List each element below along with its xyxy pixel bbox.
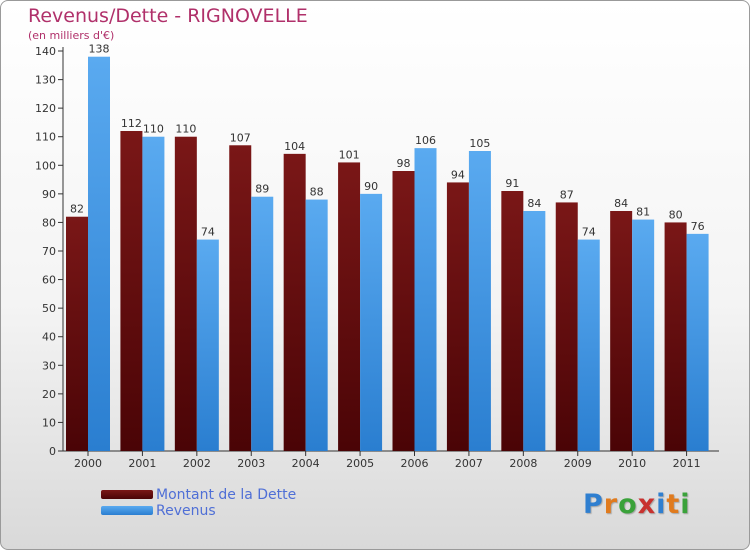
- data-label-dette-2001: 112: [121, 117, 142, 130]
- x-tick-label-2003: 2003: [237, 457, 265, 470]
- logo-letter: P: [583, 489, 604, 520]
- data-label-dette-2011: 80: [669, 208, 683, 221]
- y-tick-label: 120: [35, 102, 56, 115]
- logo-letter: i: [656, 489, 667, 520]
- bar-revenus-2010: [632, 219, 655, 451]
- y-tick-label: 140: [35, 45, 56, 58]
- data-label-dette-2005: 101: [339, 148, 360, 161]
- legend-swatch-revenus: [101, 506, 153, 515]
- logo-letter: i: [680, 489, 691, 520]
- bars: [66, 56, 709, 452]
- y-tick-label: 80: [42, 216, 56, 229]
- data-label-revenus-2008: 84: [527, 197, 541, 210]
- proxiti-logo: Proxiti: [583, 489, 691, 520]
- logo-letter: r: [603, 489, 619, 520]
- bar-revenus-2000: [88, 56, 110, 451]
- y-tick-label: 70: [42, 245, 56, 258]
- bar-revenus-2006: [414, 148, 437, 451]
- axes: 0 10 20 30 40 50 60 70 80 90 100 110 120 130 140 2000 20…: [35, 45, 719, 470]
- y-tick-label: 100: [35, 159, 56, 172]
- legend-label-dette: Montant de la Dette: [156, 487, 297, 503]
- bar-revenus-2003: [251, 196, 274, 451]
- data-label-dette-2007: 94: [451, 168, 465, 181]
- bar-dette-2008: [501, 191, 524, 451]
- data-label-dette-2009: 87: [560, 188, 574, 201]
- bar-dette-2003: [229, 145, 252, 452]
- data-label-revenus-2010: 81: [636, 206, 650, 219]
- x-tick-label-2008: 2008: [509, 457, 537, 470]
- bar-dette-2009: [555, 202, 578, 451]
- logo-letter: o: [618, 489, 638, 520]
- data-label-dette-2006: 98: [397, 157, 411, 170]
- x-tick-label-2009: 2009: [564, 457, 592, 470]
- data-label-revenus-2006: 106: [415, 134, 436, 147]
- data-label-dette-2003: 107: [230, 131, 251, 144]
- legend-label-revenus: Revenus: [156, 503, 216, 519]
- data-label-revenus-2011: 76: [691, 220, 705, 233]
- bar-revenus-2011: [686, 233, 709, 451]
- data-label-revenus-2002: 74: [201, 226, 215, 239]
- data-label-revenus-2003: 89: [255, 183, 269, 196]
- y-tick-label: 110: [35, 131, 56, 144]
- logo-letter: t: [666, 489, 681, 520]
- data-label-dette-2008: 91: [505, 177, 519, 190]
- bar-revenus-2007: [468, 151, 491, 451]
- x-tick-label-2010: 2010: [618, 457, 646, 470]
- y-tick-label: 60: [42, 274, 56, 287]
- data-label-revenus-2009: 74: [582, 226, 596, 239]
- data-label-dette-2002: 110: [175, 123, 196, 136]
- y-tick-label: 90: [42, 188, 56, 201]
- bar-revenus-2009: [577, 239, 600, 451]
- bar-dette-2000: [66, 216, 88, 451]
- data-label-revenus-2005: 90: [364, 180, 378, 193]
- y-tick-label: 130: [35, 74, 56, 87]
- bar-revenus-2005: [360, 193, 383, 451]
- bar-dette-2006: [392, 171, 415, 451]
- x-tick-label-2000: 2000: [74, 457, 102, 470]
- data-label-revenus-2007: 105: [469, 137, 490, 150]
- chart-subtitle: (en milliers d'€): [28, 29, 115, 42]
- bar-revenus-2001: [142, 136, 165, 451]
- data-label-revenus-2004: 88: [310, 186, 324, 199]
- data-label-dette-2004: 104: [284, 140, 305, 153]
- bar-dette-2001: [120, 131, 143, 451]
- y-tick-label: 30: [42, 359, 56, 372]
- chart-title: Revenus/Dette - RIGNOVELLE: [28, 5, 308, 27]
- y-tick-label: 10: [42, 416, 56, 429]
- x-tick-label-2002: 2002: [183, 457, 211, 470]
- x-tick-label-2006: 2006: [401, 457, 429, 470]
- x-tick-label-2005: 2005: [346, 457, 374, 470]
- bar-revenus-2008: [523, 211, 546, 451]
- x-tick-label-2004: 2004: [292, 457, 320, 470]
- bar-dette-2007: [446, 182, 469, 451]
- x-tick-label-2011: 2011: [673, 457, 701, 470]
- bar-dette-2010: [610, 211, 633, 451]
- x-tick-label-2007: 2007: [455, 457, 483, 470]
- legend-swatch-dette: [101, 490, 153, 499]
- x-tick-label-2001: 2001: [128, 457, 156, 470]
- bar-dette-2011: [664, 222, 687, 451]
- y-tick-label: 40: [42, 331, 56, 344]
- bar-revenus-2004: [305, 199, 328, 451]
- y-tick-label: 0: [49, 445, 56, 458]
- bar-dette-2005: [338, 162, 361, 451]
- bar-revenus-2002: [196, 239, 219, 451]
- data-label-dette-2000: 82: [70, 203, 84, 216]
- logo-letter: x: [637, 489, 657, 520]
- y-tick-label: 50: [42, 302, 56, 315]
- y-tick-label: 20: [42, 388, 56, 401]
- data-label-revenus-2000: 138: [89, 43, 110, 56]
- data-label-dette-2010: 84: [614, 197, 628, 210]
- bar-dette-2002: [174, 136, 197, 451]
- data-label-revenus-2001: 110: [143, 123, 164, 136]
- bar-dette-2004: [283, 153, 306, 451]
